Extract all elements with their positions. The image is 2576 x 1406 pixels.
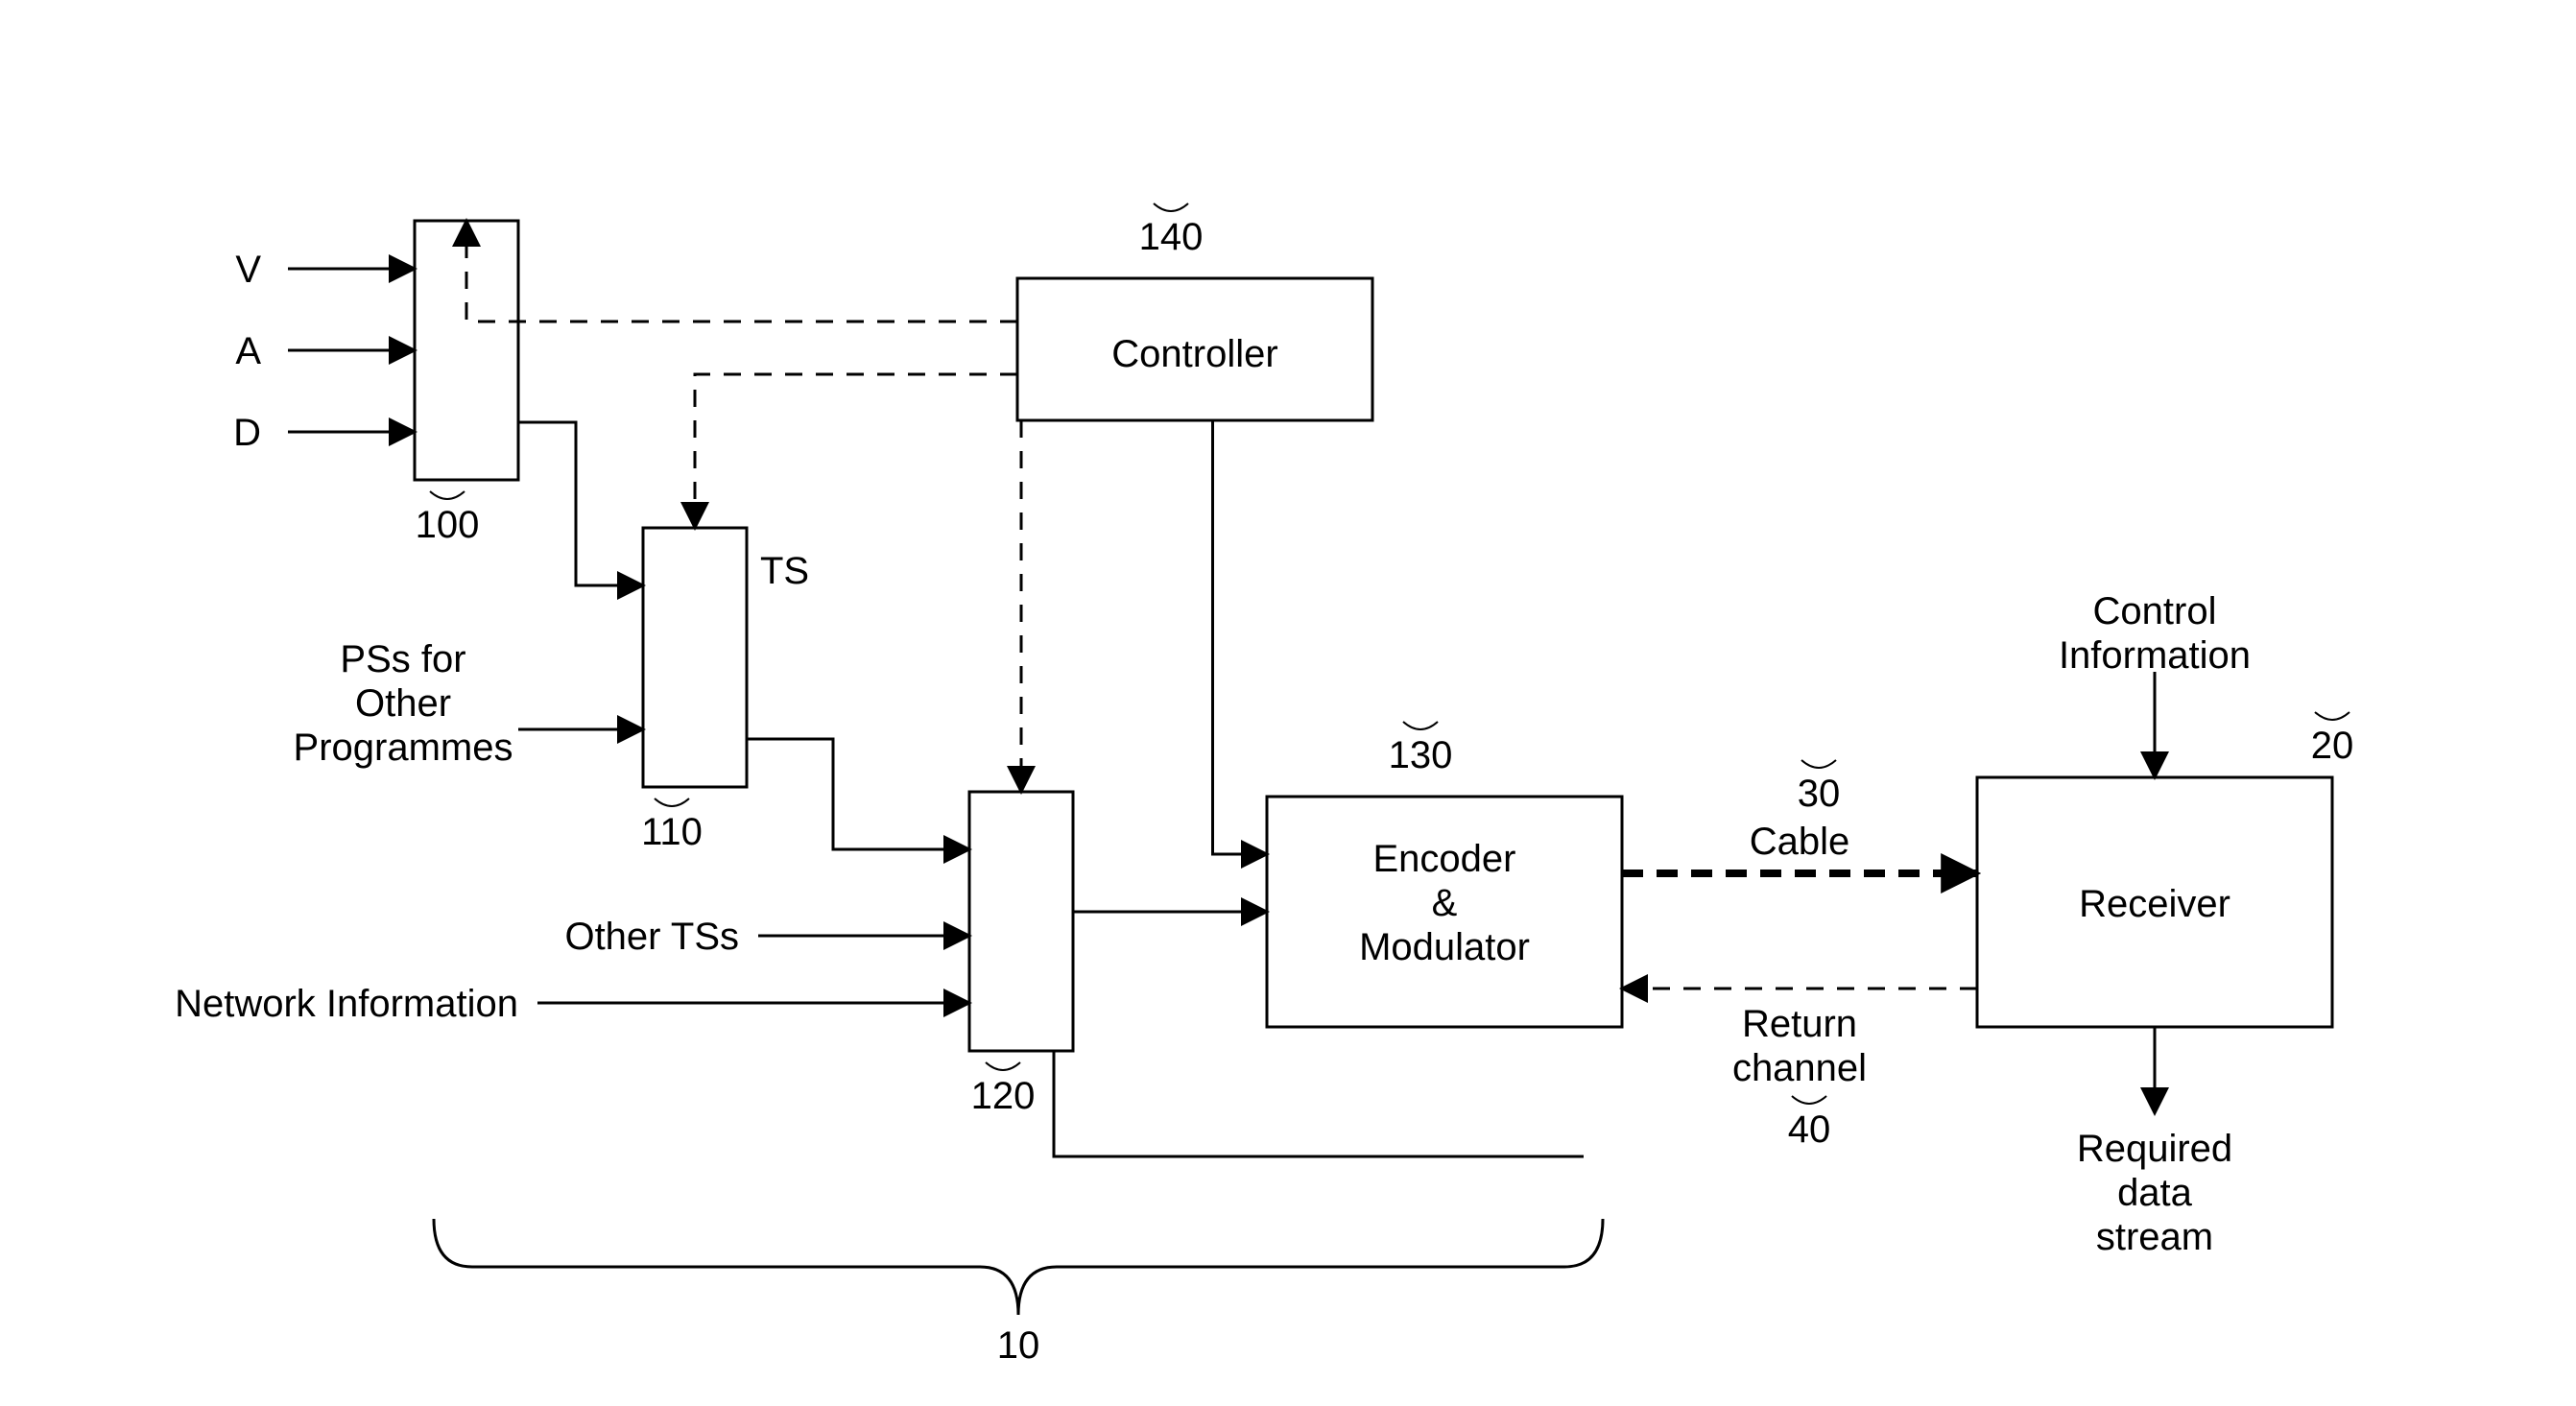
conn-110-120 (747, 739, 969, 849)
required-label: Requireddatastream (2077, 1128, 2232, 1258)
input-a: A (235, 330, 261, 372)
block-120 (969, 792, 1073, 1051)
input-pss: PSs forOtherProgrammes (294, 638, 513, 769)
ref-20-tick (2315, 712, 2349, 720)
conn-100-110 (518, 422, 643, 585)
ref-40: 40 (1788, 1108, 1831, 1151)
input-net-info: Network Information (175, 983, 518, 1025)
ctl-to-100 (466, 221, 1017, 322)
ts-label: TS (760, 550, 809, 592)
brace-10 (434, 1219, 1603, 1315)
controller-label: Controller (1111, 333, 1277, 375)
block-100 (415, 221, 518, 480)
ref-130-tick (1403, 722, 1438, 729)
ref-130: 130 (1389, 734, 1453, 776)
ref-100: 100 (416, 504, 480, 546)
block-110 (643, 528, 747, 787)
cable-label: Cable (1750, 821, 1850, 863)
ref-110-tick (655, 798, 689, 806)
under-line (1054, 1051, 1584, 1156)
ref-30: 30 (1798, 773, 1841, 815)
control-info-label: ControlInformation (2059, 590, 2251, 677)
ref-10: 10 (997, 1324, 1040, 1367)
input-other-tss: Other TSs (564, 916, 739, 958)
receiver-label: Receiver (2079, 883, 2230, 925)
encoder-label: Encoder&Modulator (1359, 838, 1530, 968)
ref-100-tick (430, 491, 465, 499)
ctl-to-110 (695, 374, 1017, 528)
input-d: D (233, 412, 261, 454)
ref-140-tick (1154, 203, 1188, 211)
ref-110: 110 (641, 811, 703, 853)
ref-30-tick (1801, 760, 1836, 768)
ref-120: 120 (971, 1075, 1036, 1117)
input-v: V (235, 249, 261, 291)
ref-120-tick (986, 1062, 1020, 1070)
ref-20: 20 (2311, 725, 2354, 767)
ref-140: 140 (1139, 216, 1204, 258)
ctl-to-encoder (1213, 420, 1268, 854)
return-label: Returnchannel (1732, 1003, 1867, 1089)
ref-40-tick (1792, 1096, 1826, 1104)
